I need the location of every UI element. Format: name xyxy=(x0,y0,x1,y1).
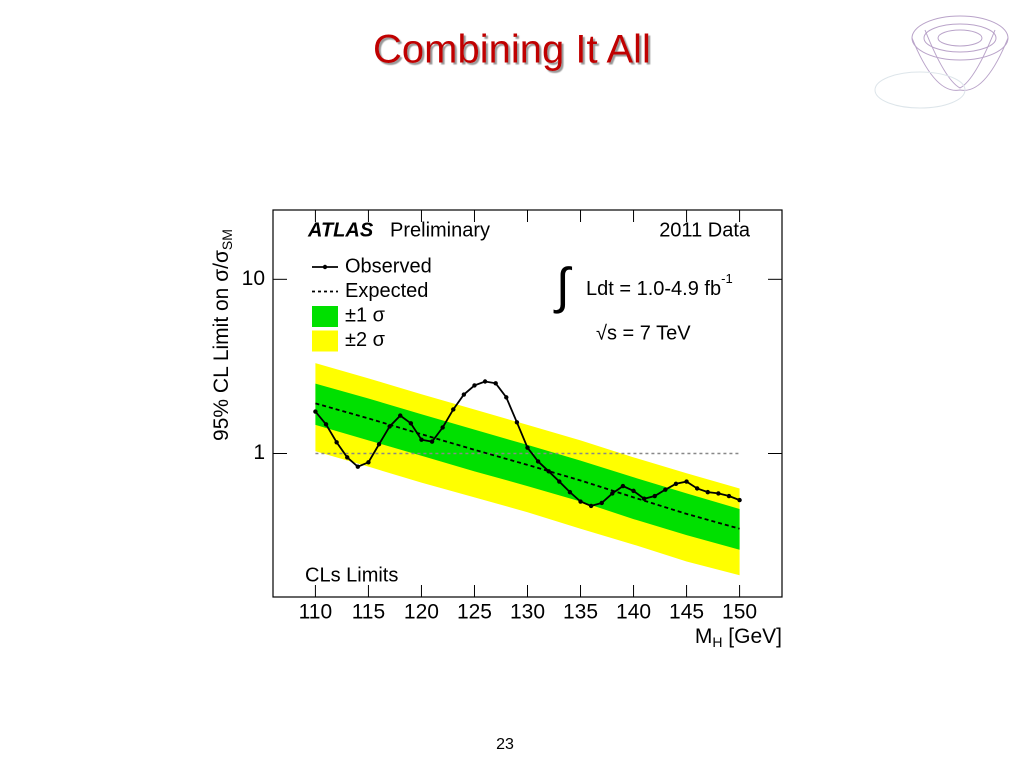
observed-point xyxy=(610,491,615,496)
dataset: 2011 Data xyxy=(659,219,751,241)
observed-point xyxy=(535,459,541,464)
observed-point xyxy=(599,500,604,506)
plot-area xyxy=(313,363,742,576)
observed-point xyxy=(376,442,382,447)
observed-point xyxy=(737,497,742,503)
observed-point xyxy=(514,420,520,425)
slide-title: Combining It All xyxy=(373,28,651,72)
observed-point xyxy=(472,383,477,388)
x-label-rest: [GeV] xyxy=(722,625,782,648)
observed-point xyxy=(355,464,361,469)
expected-line xyxy=(315,402,740,530)
observed-point xyxy=(620,483,626,489)
legend-swatch xyxy=(312,330,338,352)
y-label-main: 95% CL Limit on σ/σ xyxy=(210,250,233,441)
observed-point xyxy=(641,496,647,501)
x-label-main: M xyxy=(695,625,713,648)
y-tick-label: 10 xyxy=(242,267,265,290)
legend-label: ±2 σ xyxy=(345,329,386,351)
observed-point xyxy=(663,487,668,492)
observed-point xyxy=(652,493,657,499)
energy: √s = 7 TeV xyxy=(596,322,691,344)
observed-point xyxy=(716,491,721,496)
status: Preliminary xyxy=(390,219,490,241)
observed-point xyxy=(482,379,488,384)
observed-point xyxy=(429,439,435,444)
observed-point xyxy=(546,469,551,474)
page-number: 23 xyxy=(496,736,514,753)
x-tick-label: 110 xyxy=(299,601,332,624)
observed-point xyxy=(726,493,732,499)
observed-point xyxy=(408,421,414,426)
observed-point xyxy=(588,503,594,509)
observed-point xyxy=(567,489,573,495)
legend-label: ±1 σ xyxy=(345,304,386,326)
observed-point xyxy=(366,460,371,465)
x-tick-label: 145 xyxy=(669,601,704,624)
observed-point xyxy=(684,479,689,484)
x-tick-label: 115 xyxy=(352,601,385,624)
observed-point xyxy=(525,445,530,450)
y-axis-label: 95% CL Limit on σ/σSM xyxy=(210,229,235,441)
observed-point xyxy=(387,424,392,429)
observed-point xyxy=(451,407,456,412)
observed-point xyxy=(323,422,329,427)
observed-point xyxy=(631,488,636,494)
observed-point xyxy=(557,479,562,484)
y-tick-label: 1 xyxy=(253,441,265,464)
logo xyxy=(874,15,1009,109)
x-tick-label: 120 xyxy=(404,601,439,624)
legend-label: Observed xyxy=(345,255,432,277)
observed-point xyxy=(440,425,445,430)
y-label-sub: SM xyxy=(219,229,235,250)
x-tick-label: 140 xyxy=(616,601,651,624)
luminosity: Ldt = 1.0-4.9 fb-1 xyxy=(586,271,733,300)
observed-point xyxy=(398,413,403,418)
x-tick-label: 130 xyxy=(510,601,545,624)
lumi-sup: -1 xyxy=(721,271,733,286)
observed-point xyxy=(345,455,350,460)
x-tick-label: 125 xyxy=(457,601,492,624)
legend-label: Expected xyxy=(345,280,428,302)
x-axis-label: MH [GeV] xyxy=(695,625,782,650)
lumi-main: Ldt = 1.0-4.9 fb xyxy=(586,278,721,300)
observed-point xyxy=(694,486,700,491)
x-tick-label: 150 xyxy=(722,601,757,624)
observed-point xyxy=(334,440,339,445)
experiment: ATLAS xyxy=(307,219,374,241)
x-label-sub: H xyxy=(712,634,722,650)
observed-point xyxy=(419,437,424,442)
x-tick-label: 135 xyxy=(563,601,598,624)
observed-point xyxy=(673,481,679,486)
legend-marker xyxy=(322,264,328,270)
legend-swatch xyxy=(312,306,338,327)
observed-point xyxy=(705,489,710,495)
observed-point xyxy=(313,409,318,414)
observed-point xyxy=(578,499,583,504)
integral: ∫ xyxy=(553,258,573,314)
observed-point xyxy=(504,395,509,400)
method: CLs Limits xyxy=(305,564,398,586)
observed-point xyxy=(461,392,467,397)
band xyxy=(315,383,740,550)
observed-point xyxy=(493,381,498,386)
